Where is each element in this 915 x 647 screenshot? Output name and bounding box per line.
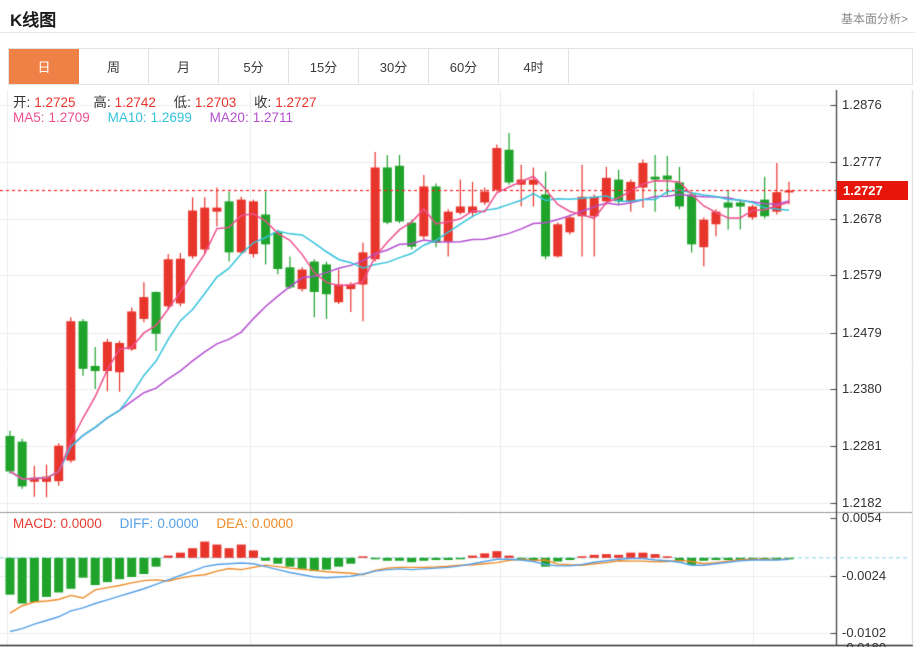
price-tick-1.2479: 1.2479 [842, 324, 882, 340]
ma5-value: 1.2709 [48, 110, 90, 125]
ma20-value: 1.2711 [252, 110, 293, 125]
price-tick-1.2579: 1.2579 [842, 267, 882, 283]
ma10-label: MA10: [107, 110, 147, 125]
diff-label: DIFF: [119, 516, 154, 531]
low-value: 1.2703 [194, 95, 237, 110]
high-value: 1.2742 [114, 95, 156, 110]
high-label: 高: [93, 95, 111, 110]
dea-label: DEA: [216, 516, 248, 531]
low-label: 低: [173, 95, 191, 110]
price-tick-1.2876: 1.2876 [842, 97, 882, 112]
open-label: 开: [13, 95, 31, 110]
diff-value: 0.0000 [157, 516, 199, 531]
ohlc-readout: 开: 1.2725 高: 1.2742 低: 1.2703 收: 1.2727 [13, 91, 321, 111]
price-tick-1.2380: 1.2380 [842, 381, 882, 397]
open-value: 1.2725 [34, 95, 76, 110]
macd-readout: MACD: 0.0000 DIFF: 0.0000 DEA: 0.0000 [13, 516, 297, 531]
ma-readout: MA5: 1.2709 MA10: 1.2699 MA20: 1.2711 [13, 110, 297, 125]
ma20-label: MA20: [209, 110, 249, 125]
close-value: 1.2727 [275, 95, 317, 110]
dea-value: 0.0000 [251, 516, 294, 531]
macd-tick-0.0054: 0.0054 [842, 510, 882, 525]
macd-tick--0.0024: -0.0024 [842, 567, 887, 583]
price-tick-1.2678: 1.2678 [842, 210, 882, 226]
close-label: 收: [253, 95, 272, 110]
ma10-value: 1.2699 [150, 110, 192, 125]
price-tick-1.2182: 1.2182 [842, 495, 882, 510]
ma5-label: MA5: [13, 110, 45, 125]
macd-tick--0.0102: -0.0102 [842, 625, 887, 640]
price-tick-1.2281: 1.2281 [842, 438, 882, 454]
macd-value: 0.0000 [60, 516, 102, 531]
last-price-badge: 1.2727 [837, 180, 908, 200]
macd-tick-clipped: -0.0180 [842, 640, 886, 647]
price-tick-1.2777: 1.2777 [842, 153, 882, 169]
macd-label: MACD: [13, 516, 57, 531]
